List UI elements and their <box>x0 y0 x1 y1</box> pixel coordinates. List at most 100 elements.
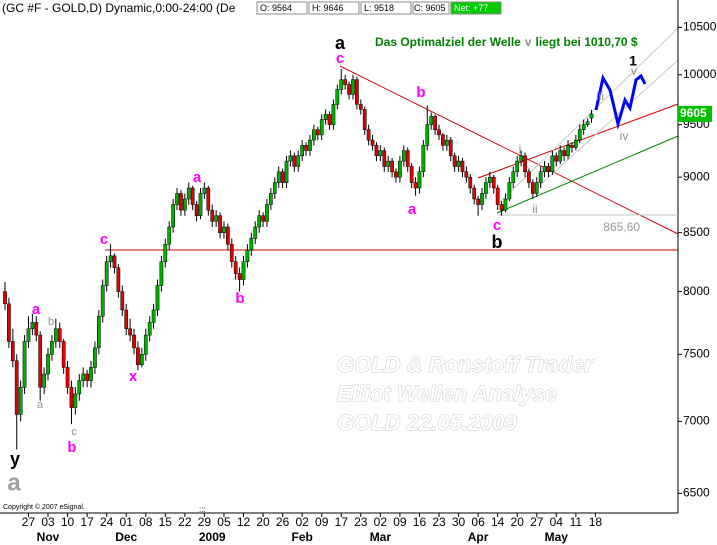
candle-body <box>222 226 226 233</box>
down-trend-line <box>339 65 679 235</box>
x-tick-label: 17 <box>80 515 94 529</box>
candle-body <box>464 171 469 178</box>
header-close: C: 9605 <box>414 3 446 13</box>
wave-label: a <box>335 33 346 53</box>
watermark: Elliot Wellen Analyse <box>337 381 557 406</box>
wave-label: v <box>631 64 637 78</box>
candle-body <box>34 322 39 336</box>
x-tick-label: 23 <box>354 515 368 529</box>
candle-body <box>452 155 457 167</box>
wave-label: b <box>67 439 76 456</box>
wave-label: b <box>492 232 503 252</box>
x-tick-label: 09 <box>393 515 407 529</box>
candle-body <box>331 104 336 125</box>
candle-body <box>120 291 125 311</box>
candle-body <box>534 182 539 194</box>
candle-body <box>444 139 449 146</box>
candle-body <box>132 334 136 349</box>
candle-body <box>18 387 23 415</box>
candle-body <box>339 79 344 90</box>
candle-body <box>511 171 516 183</box>
candle-body <box>417 171 422 189</box>
candle-body <box>515 160 520 173</box>
candle-body <box>370 139 375 146</box>
wave-label: a <box>193 169 202 186</box>
x-tick-label: 06 <box>471 515 485 529</box>
wave-label: c <box>71 426 77 438</box>
candle-body <box>394 171 398 178</box>
candle-body <box>81 373 86 381</box>
candle-body <box>241 261 246 280</box>
trend-lines <box>105 27 679 251</box>
candle-body <box>527 171 531 183</box>
candle-body <box>538 171 543 183</box>
candle-body <box>566 145 570 157</box>
candle-body <box>198 193 203 216</box>
candle-body <box>577 129 582 141</box>
candle-body <box>10 341 15 362</box>
candle-body <box>96 315 101 349</box>
month-label: Feb <box>291 530 312 544</box>
candle-body <box>476 198 480 205</box>
x-tick-label: 12 <box>237 515 251 529</box>
candle-body <box>206 187 211 211</box>
candle-body <box>73 393 78 408</box>
wave-label: c <box>100 231 108 248</box>
candle-body <box>460 160 465 173</box>
candle-body <box>183 198 187 211</box>
candle-body <box>159 261 164 286</box>
candle-body <box>46 354 50 375</box>
candle-body <box>304 145 308 151</box>
candle-body <box>237 273 242 280</box>
x-tick-label: 02 <box>295 515 309 529</box>
candle-body <box>308 139 312 151</box>
candle-body <box>288 155 293 162</box>
candle-body <box>382 150 387 167</box>
candle-body <box>487 176 492 183</box>
candle-body <box>437 129 441 136</box>
x-tick-label: 29 <box>198 515 212 529</box>
candle-body <box>269 193 273 205</box>
x-tick-label: 20 <box>256 515 270 529</box>
month-label: May <box>545 530 569 544</box>
candle-body <box>507 182 512 200</box>
candle-body <box>425 124 430 146</box>
x-tick-label: 04 <box>550 515 564 529</box>
candle-body <box>7 303 11 342</box>
candle-body <box>554 155 559 162</box>
candle-body <box>30 322 35 329</box>
candle-body <box>175 193 179 205</box>
x-tick-label: 26 <box>276 515 290 529</box>
candle-body <box>366 129 371 141</box>
candle-body <box>300 145 305 157</box>
candle-body <box>77 380 82 395</box>
candle-body <box>202 187 207 194</box>
candle-body <box>581 124 586 131</box>
watermark: GOLD & Ronstoff Trader <box>337 352 594 377</box>
candle-body <box>69 387 74 408</box>
candle-body <box>57 328 62 342</box>
candle-body <box>448 139 453 157</box>
candle-body <box>143 334 148 355</box>
candle-body <box>147 322 152 336</box>
candle-body <box>323 114 328 120</box>
candle-body <box>355 79 359 105</box>
candle-body <box>65 367 70 388</box>
candle-body <box>253 226 258 239</box>
x-tick-label: 17 <box>335 515 349 529</box>
candle-body <box>100 285 105 317</box>
candle-body <box>546 166 551 173</box>
candle-body <box>61 341 66 368</box>
wave-label: x <box>129 368 138 385</box>
candle-body <box>186 187 191 200</box>
month-label: 2009 <box>199 530 226 544</box>
candle-body <box>542 166 547 173</box>
candle-body <box>245 249 250 262</box>
candle-body <box>405 150 410 167</box>
candle-body <box>226 226 230 245</box>
last-price-tag <box>678 105 712 122</box>
wave-label: a <box>32 301 41 318</box>
month-label: Nov <box>37 530 60 544</box>
candle-body <box>50 341 54 355</box>
x-tick-label: 05 <box>217 515 231 529</box>
